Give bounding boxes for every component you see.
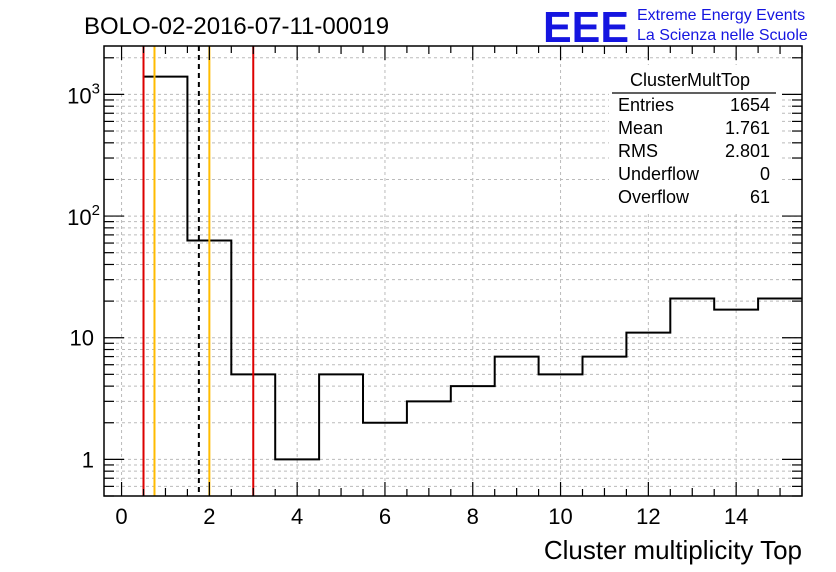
histogram-bin — [495, 357, 539, 496]
y-tick-label: 1 — [82, 447, 94, 472]
stats-row-label: RMS — [618, 141, 658, 161]
stats-row-label: Underflow — [618, 164, 700, 184]
x-tick-label: 6 — [379, 504, 391, 529]
histogram-bin — [583, 357, 627, 496]
stats-box: ClusterMultTop Entries 1654 Mean 1.761 RMS 2.… — [609, 65, 779, 211]
eee-logo-line2: La Scienza nelle Scuole — [637, 27, 808, 44]
stats-row-value: 61 — [750, 187, 770, 207]
x-tick-label: 10 — [548, 504, 572, 529]
stats-row-value: 0 — [760, 164, 770, 184]
histogram-bin — [144, 77, 188, 496]
x-tick-label: 4 — [291, 504, 303, 529]
eee-logo-mark: EEE — [543, 3, 629, 52]
stats-row-label: Entries — [618, 95, 674, 115]
x-tick-label: 2 — [203, 504, 215, 529]
eee-logo: EEE Extreme Energy Events La Scienza nel… — [543, 3, 808, 52]
histogram-bin — [626, 333, 670, 496]
histogram-bin — [670, 299, 714, 496]
histogram-bin — [451, 386, 495, 496]
stats-row-label: Mean — [618, 118, 663, 138]
x-axis-label: Cluster multiplicity Top — [544, 535, 802, 565]
eee-logo-line1: Extreme Energy Events — [637, 7, 805, 24]
stats-row-value: 1654 — [730, 95, 770, 115]
plot-frame — [103, 45, 803, 497]
histogram-bin — [539, 374, 583, 496]
y-tick-label: 102 — [67, 202, 100, 230]
chart-title: BOLO-02-2016-07-11-00019 — [84, 13, 389, 40]
x-tick-label: 8 — [467, 504, 479, 529]
stats-row-label: Overflow — [618, 187, 690, 207]
x-tick-label: 12 — [636, 504, 660, 529]
stats-box-title: ClusterMultTop — [630, 70, 750, 90]
stats-row-value: 1.761 — [725, 118, 770, 138]
x-tick-label: 14 — [724, 504, 748, 529]
y-tick-label: 103 — [67, 80, 100, 108]
histogram-series — [142, 75, 802, 496]
axes: 0 2 4 6 8 10 12 14 1 10 102 103 — [67, 45, 803, 529]
marker-lines — [142, 46, 255, 496]
histogram-bin — [319, 374, 363, 496]
x-tick-label: 0 — [115, 504, 127, 529]
histogram-bin — [758, 299, 802, 496]
histogram-bin — [407, 401, 451, 496]
y-tick-label: 10 — [70, 326, 94, 351]
histogram-bin — [714, 310, 758, 496]
histogram-outline — [142, 75, 802, 496]
stats-row-value: 2.801 — [725, 141, 770, 161]
